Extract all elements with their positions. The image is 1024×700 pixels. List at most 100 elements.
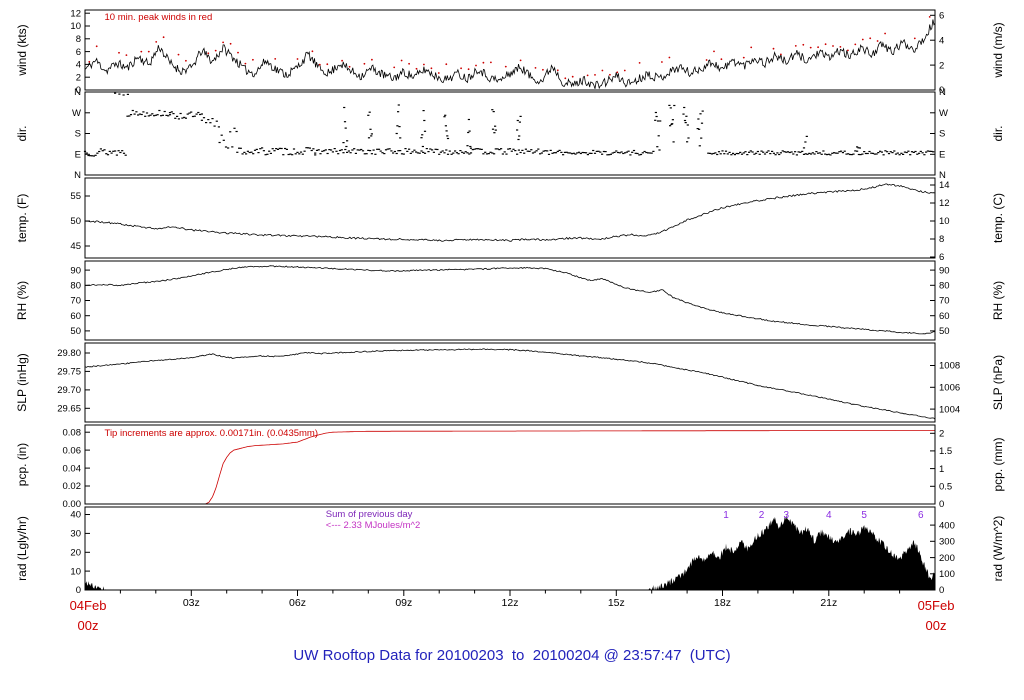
svg-text:30: 30	[70, 529, 81, 540]
svg-text:40: 40	[70, 510, 81, 521]
svg-text:29.75: 29.75	[57, 367, 81, 378]
start-time-line: 00z	[77, 618, 99, 633]
svg-text:0.5: 0.5	[939, 482, 952, 493]
svg-text:100: 100	[939, 569, 955, 580]
pcp-left-axis-title: pcp. (in)	[15, 443, 29, 486]
svg-text:4: 4	[939, 35, 944, 46]
rad-annotation-0: Sum of previous day	[326, 509, 413, 520]
svg-text:2: 2	[939, 429, 944, 440]
x-axis-end-date: 05Feb 00z	[908, 596, 964, 636]
svg-text:50: 50	[939, 326, 950, 337]
svg-text:12z: 12z	[502, 597, 519, 609]
rad-right-axis-title: rad (W/m^2)	[991, 516, 1005, 582]
svg-text:S: S	[75, 129, 81, 140]
svg-text:29.80: 29.80	[57, 348, 81, 359]
svg-text:6: 6	[939, 11, 944, 22]
svg-text:E: E	[75, 150, 81, 161]
svg-text:80: 80	[70, 281, 81, 292]
temp-trace	[84, 183, 936, 242]
panel-slp: 29.65 29.70 29.75 29.80 1004 1006 1008 SLP (inH…	[15, 342, 1005, 423]
svg-text:70: 70	[939, 296, 950, 307]
panel-rh: 50 60 70 80 90 50 60 70 80 90 RH (%) RH (%)	[15, 260, 1005, 341]
svg-text:2: 2	[76, 72, 81, 83]
svg-text:70: 70	[70, 296, 81, 307]
svg-text:6: 6	[76, 47, 81, 58]
svg-text:10: 10	[70, 566, 81, 577]
svg-text:0.04: 0.04	[63, 463, 82, 474]
svg-text:0.02: 0.02	[63, 481, 82, 492]
svg-text:80: 80	[939, 281, 950, 292]
svg-text:1008: 1008	[939, 361, 960, 372]
pcp-trace	[85, 430, 935, 505]
start-date-line: 04Feb	[69, 598, 107, 613]
svg-text:10: 10	[70, 21, 81, 32]
dir-right-axis-title: dir.	[991, 125, 1005, 141]
svg-text:50: 50	[70, 216, 81, 227]
rad-hour-marker-5: 6	[918, 510, 924, 521]
svg-text:0: 0	[939, 85, 944, 96]
rad-left-axis-title: rad (Lgly/hr)	[15, 516, 29, 581]
svg-text:6: 6	[939, 252, 944, 263]
rh-trace	[84, 265, 936, 335]
svg-text:12: 12	[70, 8, 81, 19]
svg-text:90: 90	[939, 265, 950, 276]
svg-text:45: 45	[70, 241, 81, 252]
svg-text:4: 4	[76, 60, 81, 71]
pcp-right-axis-title: pcp. (mm)	[991, 437, 1005, 491]
svg-text:N: N	[939, 87, 946, 98]
svg-text:15z: 15z	[608, 597, 625, 609]
svg-text:50: 50	[70, 326, 81, 337]
svg-text:09z: 09z	[395, 597, 412, 609]
svg-text:20: 20	[70, 548, 81, 559]
svg-text:55: 55	[70, 191, 81, 202]
svg-text:0: 0	[939, 499, 944, 510]
temp-left-axis-title: temp. (F)	[15, 194, 29, 243]
svg-text:21z: 21z	[820, 597, 837, 609]
svg-text:1.5: 1.5	[939, 446, 952, 457]
rad-area	[85, 514, 935, 590]
svg-text:1006: 1006	[939, 383, 960, 394]
pcp-annotation-0: Tip increments are approx. 0.00171in. (0…	[105, 428, 319, 439]
svg-text:06z: 06z	[289, 597, 306, 609]
svg-text:2: 2	[939, 60, 944, 71]
dir-left-axis-title: dir.	[15, 125, 29, 141]
svg-text:0: 0	[76, 85, 81, 96]
end-date-line: 05Feb	[917, 598, 955, 613]
svg-text:1004: 1004	[939, 404, 960, 415]
svg-text:8: 8	[939, 234, 944, 245]
svg-text:60: 60	[70, 311, 81, 322]
rh-left-axis-title: RH (%)	[15, 281, 29, 320]
rad-annotation-1: <--- 2.33 MJoules/m^2	[326, 520, 420, 531]
svg-text:S: S	[939, 129, 945, 140]
svg-text:18z: 18z	[714, 597, 731, 609]
svg-text:0.00: 0.00	[63, 499, 82, 510]
slp-trace	[84, 348, 936, 420]
svg-text:10: 10	[939, 216, 950, 227]
svg-text:300: 300	[939, 537, 955, 548]
panel-pcp: 0.00 0.02 0.04 0.06 0.08 0 0.5 1 1.5 2 pcp. (in) pc…	[15, 424, 1005, 510]
slp-left-axis-title: SLP (inHg)	[15, 353, 29, 411]
wind-right-axis-title: wind (m/s)	[991, 22, 1005, 78]
svg-text:0: 0	[76, 585, 81, 596]
svg-text:0.06: 0.06	[63, 445, 82, 456]
svg-text:N: N	[74, 87, 81, 98]
wind-left-axis-title: wind (kts)	[15, 24, 29, 76]
svg-text:E: E	[939, 150, 945, 161]
figure-caption: UW Rooftop Data for 20100203 to 20100204…	[293, 647, 731, 664]
x-axis: 03z 06z 09z 12z 15z 18z 21z	[119, 590, 901, 609]
svg-text:12: 12	[939, 198, 950, 209]
svg-text:N: N	[939, 170, 946, 181]
rad-hour-marker-3: 4	[826, 510, 832, 521]
wind-trace	[84, 19, 936, 90]
x-axis-start-date: 04Feb 00z	[60, 596, 116, 636]
panel-temp: 45 50 55 6 8 10 12 14 temp. (F) temp. (C)	[15, 177, 1005, 263]
wind-annotation-0: 10 min. peak winds in red	[105, 12, 213, 23]
svg-text:W: W	[939, 108, 948, 119]
svg-text:1: 1	[939, 464, 944, 475]
rad-hour-marker-1: 2	[759, 510, 765, 521]
svg-text:8: 8	[76, 34, 81, 45]
